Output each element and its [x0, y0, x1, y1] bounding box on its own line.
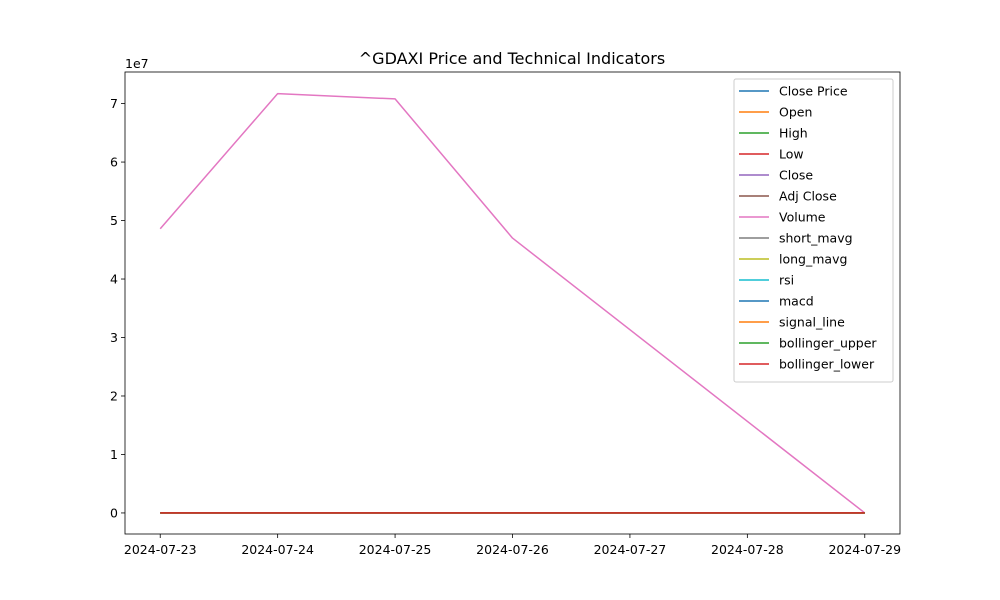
- x-tick-label: 2024-07-29: [828, 542, 901, 557]
- legend-label: signal_line: [779, 315, 845, 330]
- y-tick-label: 3: [110, 330, 118, 345]
- y-tick-label: 0: [110, 505, 118, 520]
- legend-label: High: [779, 126, 808, 141]
- legend-label: Low: [779, 147, 804, 162]
- chart-title: ^GDAXI Price and Technical Indicators: [359, 49, 665, 68]
- x-tick-label: 2024-07-25: [359, 542, 432, 557]
- y-tick-label: 6: [110, 155, 118, 170]
- legend-label: rsi: [779, 273, 794, 288]
- legend-label: bollinger_upper: [779, 336, 877, 351]
- y-tick-label: 2: [110, 388, 118, 403]
- legend-label: Adj Close: [779, 189, 837, 204]
- legend: Close Price Open High Low Close Adj Close Volu…: [733, 78, 894, 383]
- legend-box: [733, 78, 894, 383]
- series-line-volume: [159, 92, 866, 514]
- legend-label: short_mavg: [779, 231, 853, 246]
- legend-label: Open: [779, 105, 812, 120]
- x-tick-label: 2024-07-26: [476, 542, 549, 557]
- y-tick-label: 7: [110, 96, 118, 111]
- y-tick-label: 4: [110, 272, 118, 287]
- legend-label: long_mavg: [779, 252, 847, 267]
- x-tick-label: 2024-07-23: [124, 542, 197, 557]
- legend-label: Close Price: [779, 84, 848, 99]
- x-tick-label: 2024-07-28: [711, 542, 784, 557]
- plot-area: 2024-07-23 2024-07-24 2024-07-25 2024-07-26…: [110, 71, 901, 557]
- x-tick-label: 2024-07-27: [594, 542, 667, 557]
- legend-label: macd: [779, 294, 814, 309]
- y-axis-scale-label: 1e7: [125, 56, 149, 71]
- y-tick-label: 5: [110, 213, 118, 228]
- y-tick-label: 1: [110, 447, 118, 462]
- x-tick-label: 2024-07-24: [241, 542, 314, 557]
- legend-label: Volume: [779, 210, 826, 225]
- legend-label: bollinger_lower: [779, 357, 875, 372]
- legend-label: Close: [779, 168, 813, 183]
